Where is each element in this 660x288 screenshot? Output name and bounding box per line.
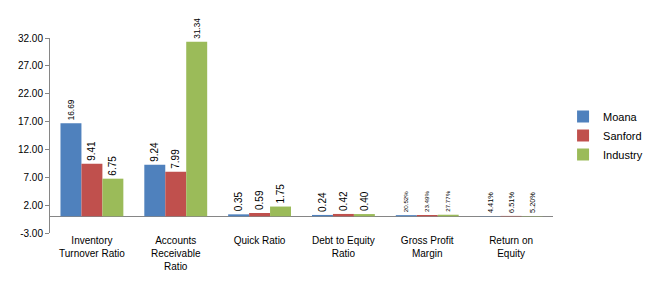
svg-text:16.69: 16.69	[67, 99, 76, 120]
svg-text:32.00: 32.00	[18, 33, 43, 44]
svg-text:0.40: 0.40	[359, 191, 370, 211]
svg-text:31.34: 31.34	[193, 18, 202, 39]
svg-text:Return onEquity: Return onEquity	[489, 235, 533, 259]
svg-text:7.99: 7.99	[170, 149, 181, 169]
svg-text:0.59: 0.59	[254, 190, 265, 210]
svg-text:23.49%: 23.49%	[423, 191, 430, 212]
svg-text:9.41: 9.41	[86, 141, 97, 161]
svg-text:22.00: 22.00	[18, 88, 43, 99]
svg-text:Sanford: Sanford	[603, 130, 642, 142]
svg-text:27.77%: 27.77%	[444, 190, 451, 211]
svg-text:-3.00: -3.00	[20, 228, 43, 239]
svg-text:12.00: 12.00	[18, 144, 43, 155]
svg-text:2.00: 2.00	[24, 200, 44, 211]
svg-text:4.41%: 4.41%	[486, 192, 495, 213]
svg-text:1.75: 1.75	[275, 184, 286, 204]
svg-text:Gross ProfitMargin: Gross ProfitMargin	[401, 235, 454, 259]
svg-text:9.24: 9.24	[149, 142, 160, 162]
svg-text:5.20%: 5.20%	[528, 192, 537, 213]
svg-text:27.00: 27.00	[18, 60, 43, 71]
svg-text:Moana: Moana	[603, 111, 638, 123]
svg-text:0.42: 0.42	[338, 191, 349, 211]
svg-text:6.51%: 6.51%	[507, 192, 516, 213]
svg-text:Debt to EquityRatio: Debt to EquityRatio	[312, 235, 375, 259]
svg-text:20.52%: 20.52%	[402, 191, 409, 212]
svg-text:0.24: 0.24	[317, 192, 328, 212]
svg-text:Industry: Industry	[603, 149, 643, 161]
svg-text:AccountsReceivableRatio: AccountsReceivableRatio	[151, 235, 201, 272]
svg-text:6.75: 6.75	[107, 156, 118, 176]
svg-text:17.00: 17.00	[18, 116, 43, 127]
svg-text:0.35: 0.35	[233, 191, 244, 211]
svg-text:InventoryTurnover Ratio: InventoryTurnover Ratio	[59, 235, 125, 259]
svg-text:Quick Ratio: Quick Ratio	[234, 235, 286, 246]
svg-text:7.00: 7.00	[24, 172, 44, 183]
